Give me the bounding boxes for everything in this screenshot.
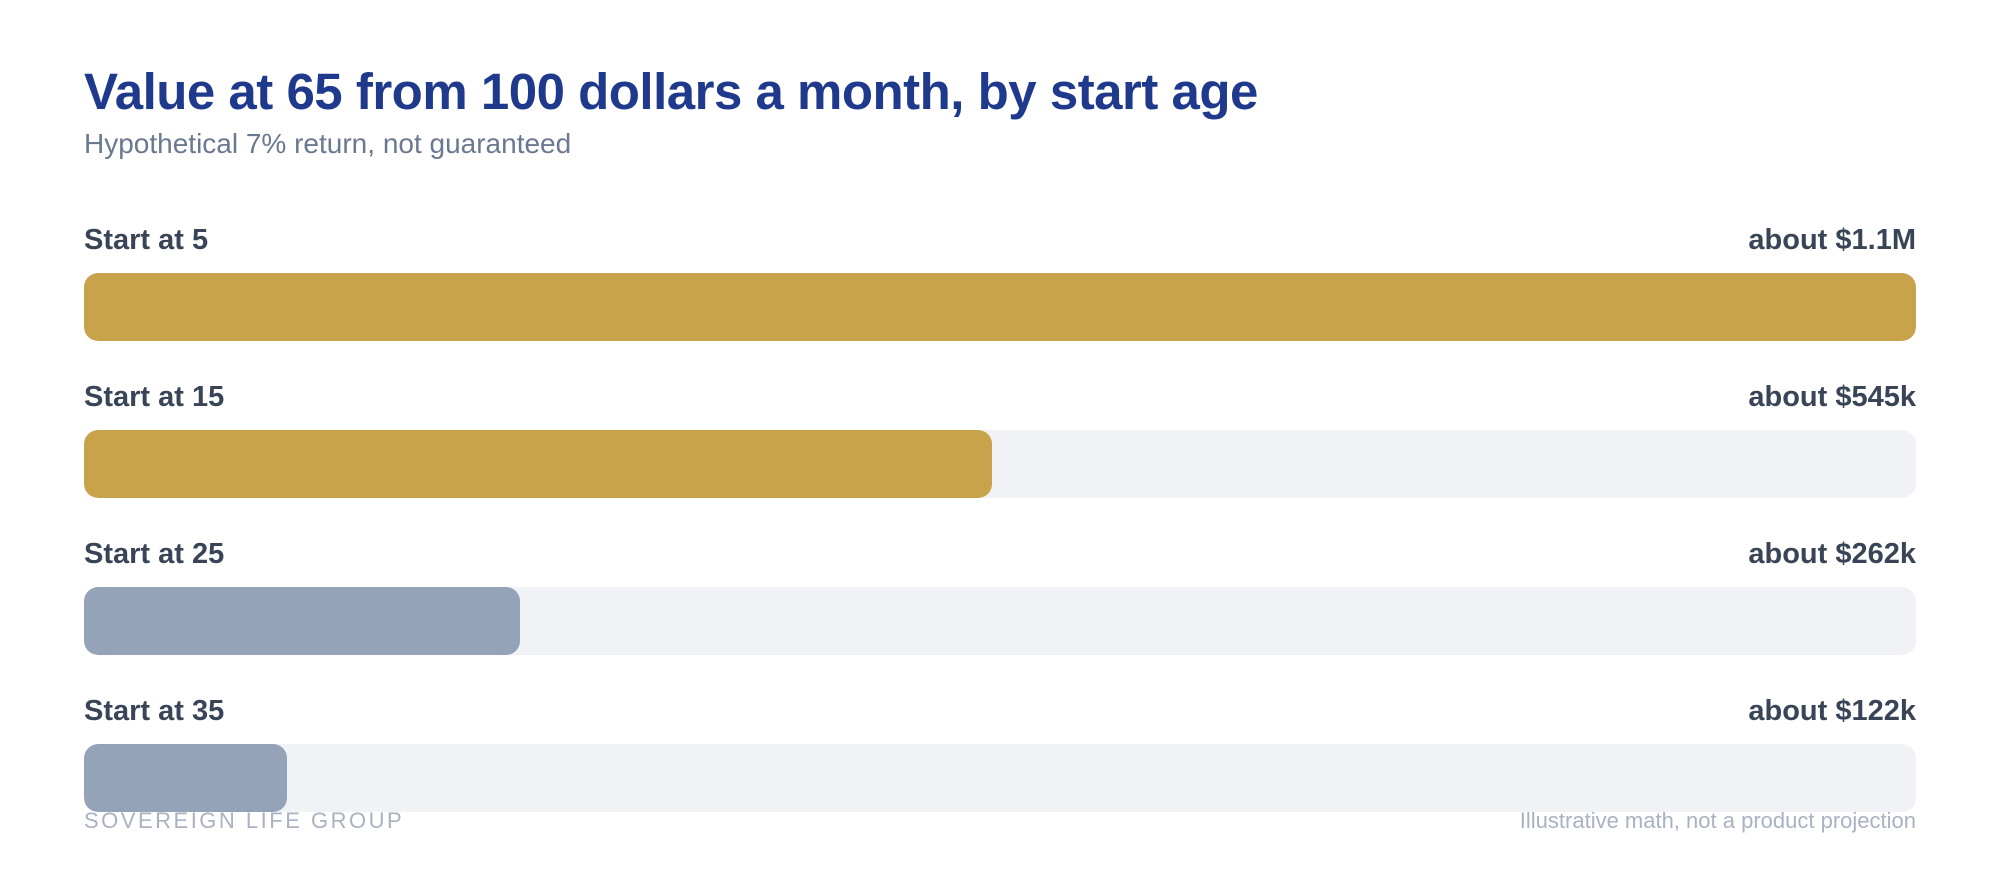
bar-label: Start at 35 <box>84 695 225 727</box>
bar-value-label: about $262k <box>1748 538 1916 570</box>
disclaimer-footer: Illustrative math, not a product project… <box>1519 808 1916 833</box>
bar-label: Start at 15 <box>84 381 225 413</box>
bar <box>84 587 521 655</box>
bar-track <box>84 430 1916 498</box>
chart-subtitle: Hypothetical 7% return, not guaranteed <box>84 128 572 159</box>
bar-value-label: about $1.1M <box>1748 224 1916 256</box>
bar-label: Start at 25 <box>84 538 225 570</box>
bar-track <box>84 273 1916 341</box>
chart-title: Value at 65 from 100 dollars a month, by… <box>84 63 1258 120</box>
bar-track <box>84 744 1916 812</box>
bar <box>84 744 288 812</box>
bar-value-label: about $545k <box>1748 381 1916 413</box>
bar-track <box>84 587 1916 655</box>
bar <box>84 273 1916 341</box>
bar-value-label: about $122k <box>1748 695 1916 727</box>
bar-label: Start at 5 <box>84 224 209 256</box>
bar <box>84 430 992 498</box>
brand-footer: SOVEREIGN LIFE GROUP <box>84 808 405 833</box>
